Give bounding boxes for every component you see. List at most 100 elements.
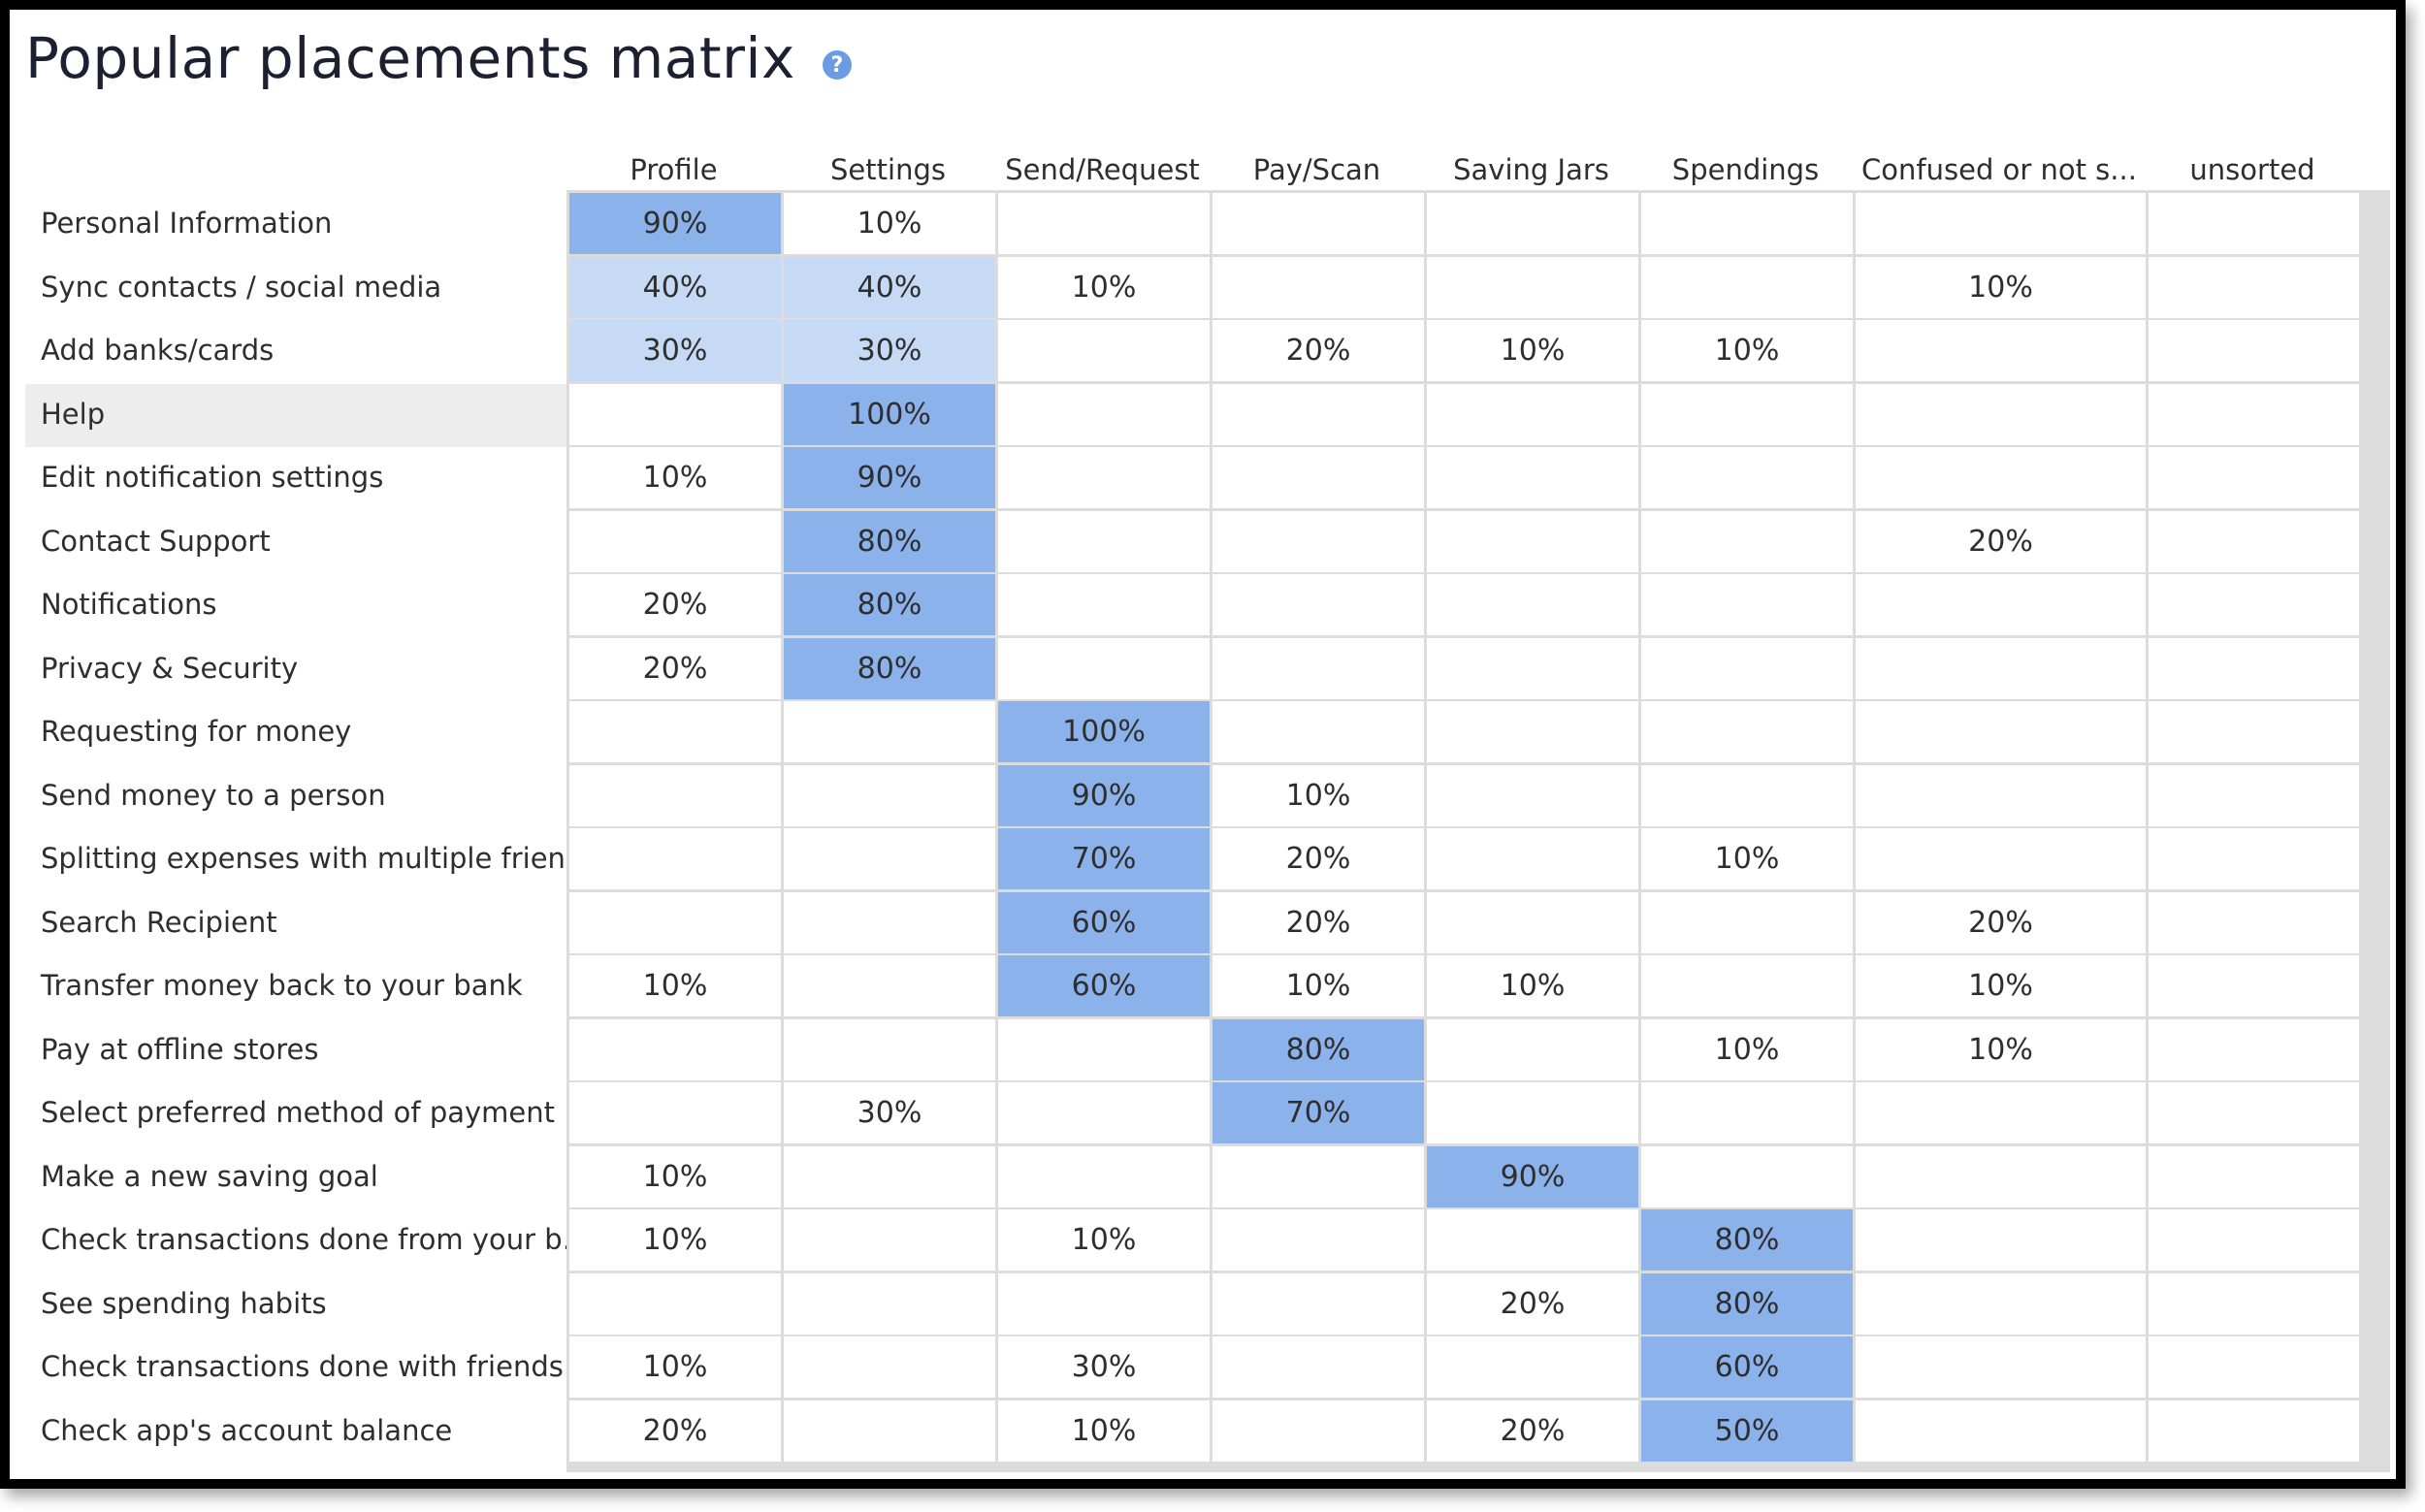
matrix-cell <box>1212 638 1424 699</box>
matrix-cell <box>1427 638 1638 699</box>
matrix-cell: 10% <box>1427 320 1638 381</box>
matrix-cell <box>1856 447 2146 508</box>
matrix-cell: 20% <box>1212 320 1424 381</box>
matrix-cell <box>1212 1336 1424 1398</box>
question-circle-icon[interactable]: ? <box>822 50 852 80</box>
matrix-cell <box>1856 765 2146 826</box>
column-header: Spendings <box>1671 153 1820 186</box>
matrix-cell <box>2149 892 2359 953</box>
matrix-cell: 10% <box>1641 828 1853 889</box>
matrix-cell: 80% <box>784 638 995 699</box>
matrix-cell <box>998 320 1210 381</box>
matrix-cell: 10% <box>784 193 995 254</box>
row-label: Notifications <box>41 588 217 621</box>
matrix-cell <box>1641 257 1853 318</box>
matrix-cell <box>569 1273 781 1335</box>
row-label: Transfer money back to your bank <box>41 969 523 1002</box>
matrix-cell: 80% <box>1212 1019 1424 1080</box>
matrix-cell: 20% <box>569 638 781 699</box>
matrix-cell: 80% <box>1641 1273 1853 1335</box>
matrix-cell <box>1641 511 1853 572</box>
matrix-cell <box>1427 1019 1638 1080</box>
matrix-cell <box>2149 1336 2359 1398</box>
row-label: Send money to a person <box>41 779 386 812</box>
matrix-cell <box>1427 193 1638 254</box>
matrix-cell <box>998 1019 1210 1080</box>
matrix-cell <box>1641 701 1853 762</box>
matrix-cell <box>1427 384 1638 445</box>
matrix-cell: 30% <box>784 1082 995 1143</box>
matrix-cell <box>784 1146 995 1207</box>
matrix-cell <box>1856 701 2146 762</box>
matrix-cell <box>1427 1336 1638 1398</box>
matrix-cell: 70% <box>1212 1082 1424 1143</box>
matrix-cell <box>1641 574 1853 635</box>
matrix-cell <box>2149 193 2359 254</box>
matrix-cell: 50% <box>1641 1400 1853 1462</box>
matrix-cell: 10% <box>1641 1019 1853 1080</box>
row-label: Select preferred method of payment <box>41 1096 556 1129</box>
row-label: Help <box>25 384 566 447</box>
matrix-cell <box>1856 1082 2146 1143</box>
matrix-cell <box>569 765 781 826</box>
matrix-cell: 30% <box>998 1336 1210 1398</box>
matrix-cell <box>1212 1273 1424 1335</box>
matrix-cell <box>1856 384 2146 445</box>
matrix-cell: 10% <box>569 955 781 1016</box>
matrix-cell <box>569 1019 781 1080</box>
matrix-cell <box>2149 1209 2359 1271</box>
matrix-cell: 10% <box>1427 955 1638 1016</box>
row-label: Privacy & Security <box>41 652 299 685</box>
column-header: Pay/Scan <box>1252 153 1381 186</box>
matrix-cell <box>1427 447 1638 508</box>
matrix-cell: 40% <box>569 257 781 318</box>
row-label: Make a new saving goal <box>41 1160 378 1193</box>
matrix-cell <box>1212 193 1424 254</box>
title-row: Popular placements matrix ? <box>25 25 852 91</box>
matrix-cell <box>1212 1400 1424 1462</box>
matrix-cell <box>2149 1082 2359 1143</box>
matrix-cell: 10% <box>569 1336 781 1398</box>
matrix-cell <box>1212 1146 1424 1207</box>
matrix-cell <box>2149 955 2359 1016</box>
column-header: Settings <box>830 153 946 186</box>
matrix-cell <box>1856 1209 2146 1271</box>
matrix-cell <box>784 1400 995 1462</box>
matrix-cell: 10% <box>1856 955 2146 1016</box>
matrix-cell: 20% <box>569 1400 781 1462</box>
matrix-cell <box>1212 1209 1424 1271</box>
matrix-cell <box>1212 257 1424 318</box>
matrix-cell <box>784 955 995 1016</box>
matrix-cell <box>998 574 1210 635</box>
matrix-cell <box>1641 955 1853 1016</box>
matrix-cell: 80% <box>784 511 995 572</box>
matrix-cell <box>1641 1082 1853 1143</box>
matrix-cell <box>998 511 1210 572</box>
matrix-cell: 10% <box>998 1209 1210 1271</box>
matrix-cell <box>569 511 781 572</box>
matrix-cell <box>2149 1400 2359 1462</box>
row-label: Requesting for money <box>41 715 352 748</box>
matrix-cell <box>998 638 1210 699</box>
matrix-cell: 10% <box>1856 257 2146 318</box>
matrix-cell <box>2149 765 2359 826</box>
matrix-cell: 10% <box>998 257 1210 318</box>
matrix-cell <box>784 892 995 953</box>
matrix-cell: 60% <box>998 955 1210 1016</box>
matrix-cell: 90% <box>569 193 781 254</box>
matrix-cell <box>1427 1082 1638 1143</box>
matrix-cell: 10% <box>998 1400 1210 1462</box>
matrix-cell <box>1212 511 1424 572</box>
matrix-cell <box>1641 193 1853 254</box>
matrix-cell <box>569 701 781 762</box>
matrix-cell: 10% <box>569 447 781 508</box>
matrix-cell <box>1427 765 1638 826</box>
row-label: Sync contacts / social media <box>41 271 442 304</box>
matrix-cell <box>784 828 995 889</box>
matrix-cell <box>784 1273 995 1335</box>
matrix-cell: 90% <box>1427 1146 1638 1207</box>
matrix-cell: 10% <box>1212 765 1424 826</box>
matrix-cell <box>2149 1019 2359 1080</box>
matrix-cell <box>1212 574 1424 635</box>
matrix-cell <box>1427 701 1638 762</box>
